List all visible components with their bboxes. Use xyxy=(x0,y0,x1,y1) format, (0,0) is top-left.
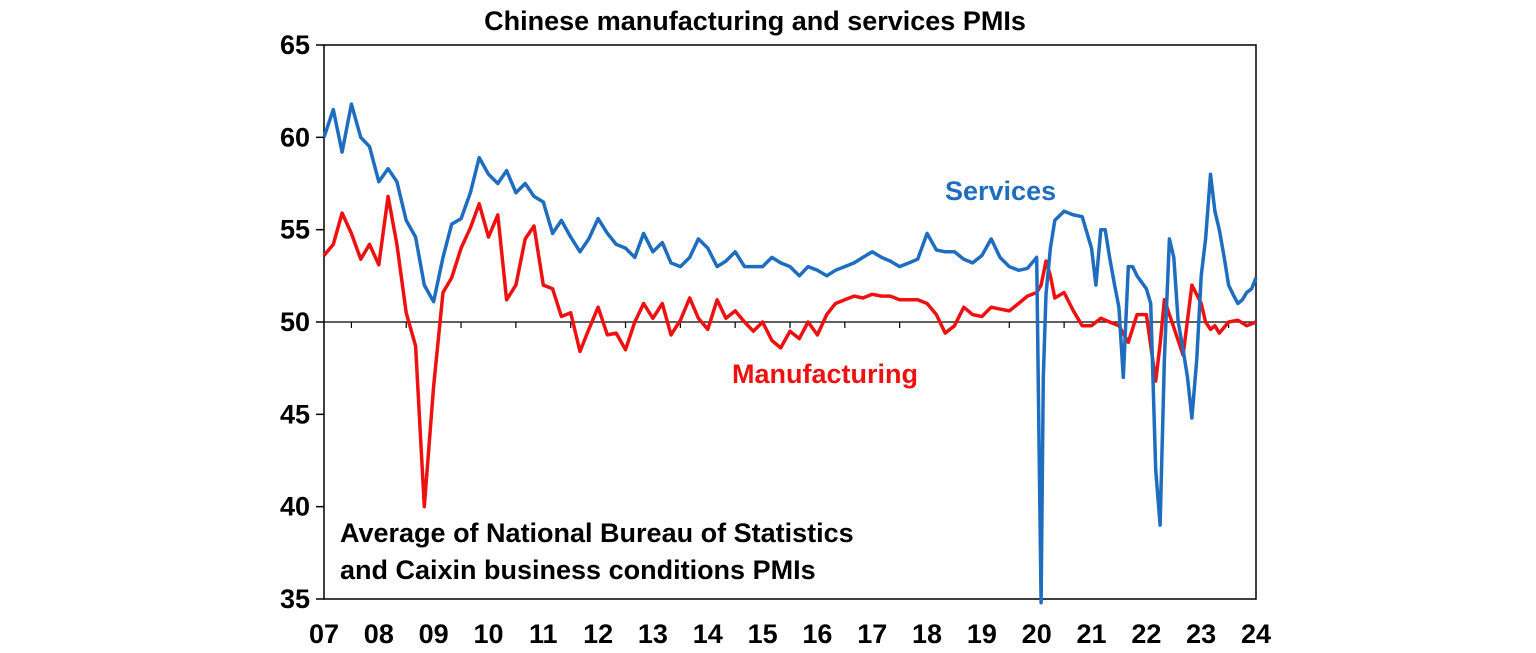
x-tick-label: 23 xyxy=(1186,619,1216,649)
x-tick-label: 12 xyxy=(583,619,613,649)
y-tick-label: 60 xyxy=(280,122,310,152)
x-tick-label: 13 xyxy=(638,619,668,649)
y-tick-label: 65 xyxy=(280,30,310,60)
chart-title: Chinese manufacturing and services PMIs xyxy=(484,6,1026,36)
x-tick-label: 16 xyxy=(802,619,832,649)
y-tick-label: 40 xyxy=(280,492,310,522)
x-tick-label: 08 xyxy=(364,619,394,649)
x-tick-label: 24 xyxy=(1241,619,1271,649)
y-axis-ticks: 35 40 45 50 55 60 65 xyxy=(280,30,324,614)
chart-note-line-2: and Caixin business conditions PMIs xyxy=(340,555,816,585)
x-tick-label: 07 xyxy=(309,619,339,649)
x-tick-label: 09 xyxy=(419,619,449,649)
y-tick-label: 50 xyxy=(280,307,310,337)
x-tick-label: 11 xyxy=(529,619,558,649)
manufacturing-series-line xyxy=(322,194,1257,509)
x-tick-label: 20 xyxy=(1022,619,1052,649)
y-tick-label: 45 xyxy=(280,399,310,429)
x-axis-ticks: 07 08 09 10 11 12 13 14 15 16 17 18 19 20 21 22 23 24 xyxy=(309,619,1271,649)
x-tick-label: 21 xyxy=(1077,619,1107,649)
y-tick-label: 55 xyxy=(280,215,310,245)
x-tick-label: 22 xyxy=(1131,619,1161,649)
x-tick-label: 15 xyxy=(748,619,778,649)
series-lines xyxy=(322,102,1258,605)
x-tick-label: 18 xyxy=(912,619,942,649)
x-tick-label: 17 xyxy=(857,619,887,649)
y-tick-label: 35 xyxy=(280,584,310,614)
chart-note-line-1: Average of National Bureau of Statistics xyxy=(340,518,854,548)
services-series-line xyxy=(322,102,1258,605)
x-tick-label: 14 xyxy=(693,619,723,649)
x-tick-label: 19 xyxy=(967,619,997,649)
services-label: Services xyxy=(945,176,1056,206)
x-tick-label: 10 xyxy=(473,619,503,649)
manufacturing-label: Manufacturing xyxy=(732,359,918,389)
